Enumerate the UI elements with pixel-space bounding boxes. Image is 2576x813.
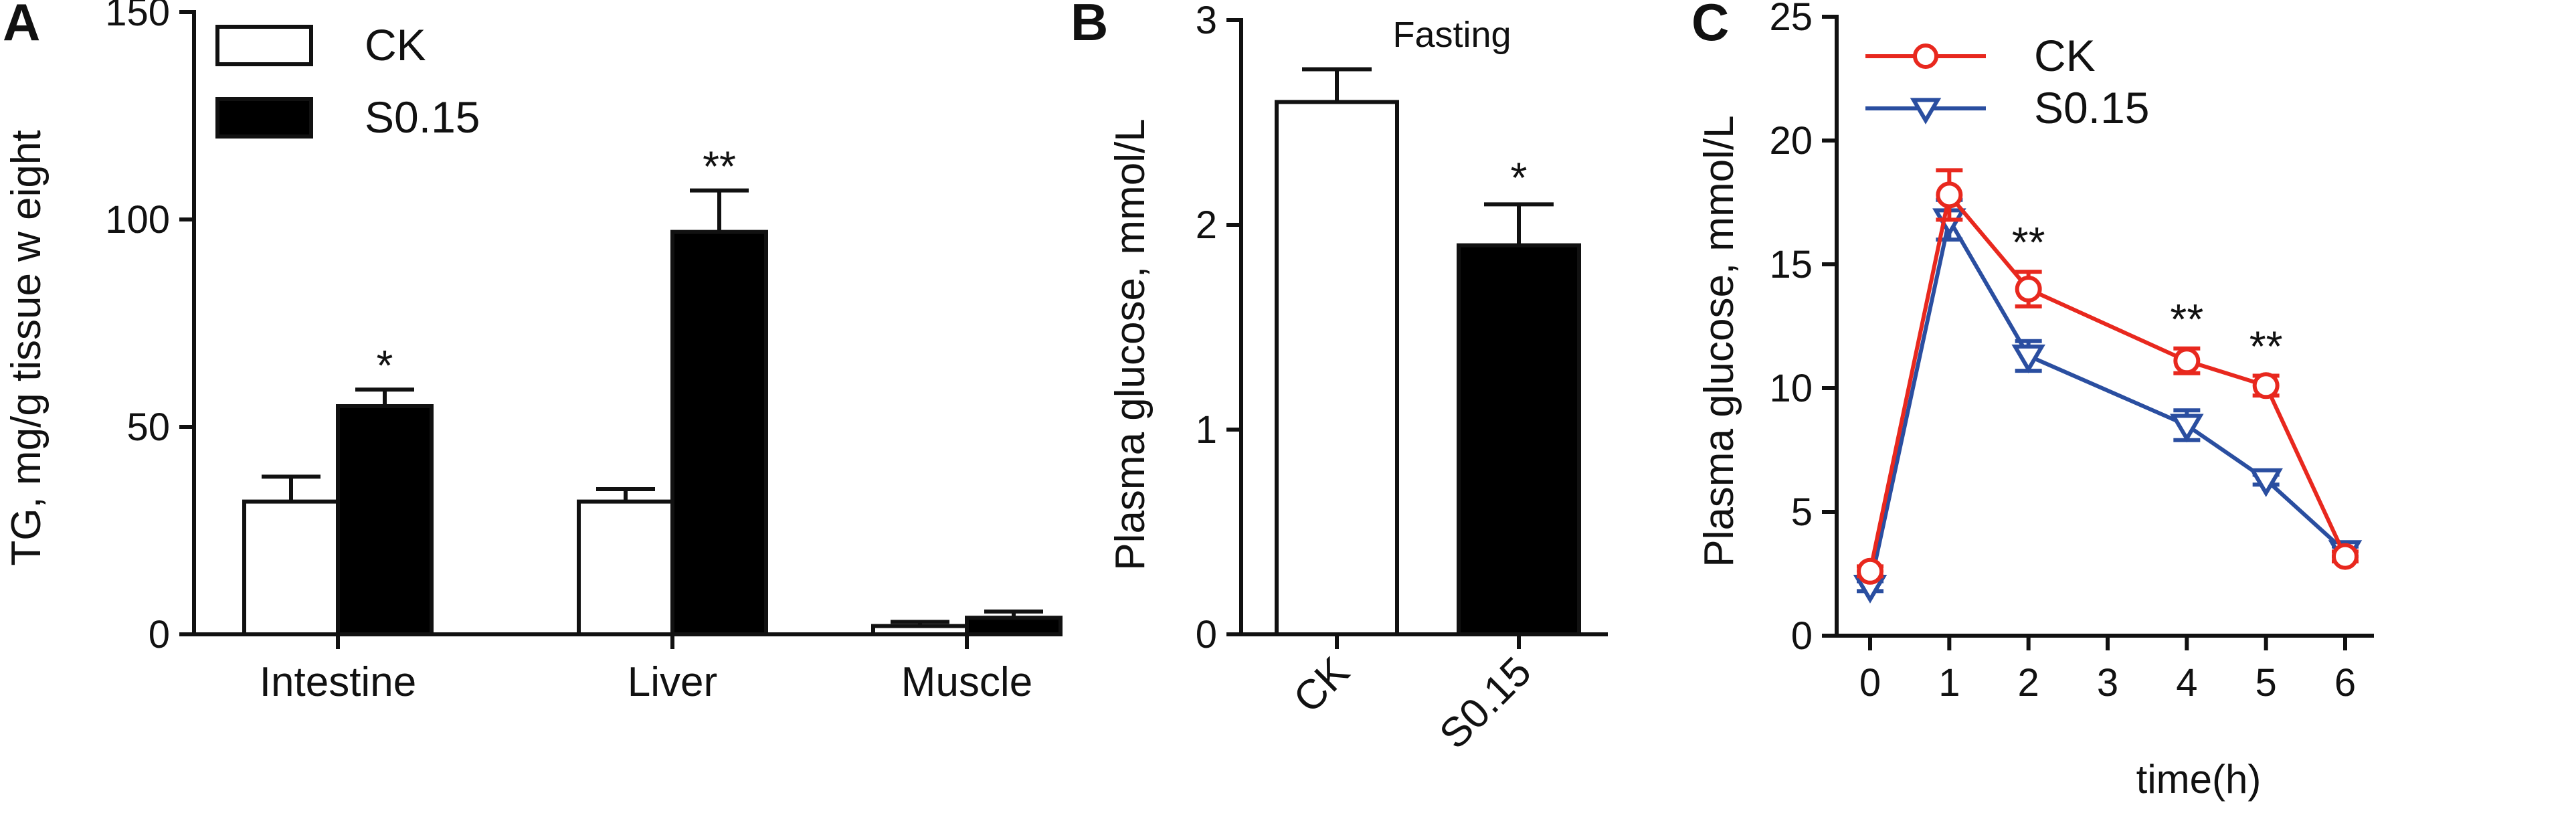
panel-letter-a: A: [3, 0, 40, 52]
panel-c-x-tick-label: 5: [2256, 661, 2277, 705]
panel-c-x-axis-label: time(h): [2136, 757, 2262, 802]
panel-a: A TG, mg/g tissue w eight 0 50 100 150 Intes…: [3, 0, 1063, 705]
panel-c-point-ck: [1857, 557, 1883, 585]
panel-c-y-tick-label: 25: [1769, 0, 1813, 39]
panel-c-point-s015: [2249, 468, 2283, 497]
panel-a-legend-swatch: [215, 97, 313, 139]
panel-a-significance: **: [703, 143, 736, 191]
panel-c-y-axis-label: Plasma glucose, mmol/L: [1696, 115, 1742, 567]
panel-a-y-tick-label: 150: [105, 0, 170, 34]
panel-c-point-ck: [1936, 181, 1963, 209]
panel-c-point-ck: [2252, 372, 2280, 399]
panel-letter-c: C: [1691, 0, 1729, 52]
panel-c-significance: **: [2012, 218, 2045, 266]
panel-a-bar-ck-liver: [577, 499, 674, 636]
panel-a-y-tick-label: 50: [126, 405, 170, 449]
panel-c-y-tick-label: 10: [1769, 367, 1813, 410]
panel-a-significance: *: [377, 341, 393, 389]
panel-c-y-tick-label: 15: [1769, 243, 1813, 286]
panel-a-bar-ck-muscle: [871, 624, 969, 636]
panel-a-y-tick-label: 0: [149, 613, 170, 656]
panel-a-category-label: Intestine: [260, 659, 416, 705]
panel-b-y-axis-label: Plasma glucose, mmol/L: [1107, 118, 1154, 570]
panel-b-significance: *: [1511, 153, 1528, 201]
panel-b-category-label: CK: [1285, 648, 1358, 722]
panel-c-line-s015: [1868, 214, 2347, 587]
panel-c-legend-marker-ck: [1913, 43, 1938, 69]
panel-c: C Plasma glucose, mmol/L time(h) 0510152…: [1691, 0, 2374, 802]
panel-c-significance: **: [2170, 295, 2203, 343]
panel-c-x-tick-label: 3: [2097, 661, 2118, 705]
panel-c-x-tick-label: 2: [2018, 661, 2039, 705]
panel-b-title: Fasting: [1392, 15, 1511, 55]
panel-b-y-tick-label: 0: [1196, 613, 1217, 656]
panel-c-point-s015: [2170, 414, 2204, 443]
panel-b-y-tick-label: 1: [1196, 408, 1217, 452]
panel-c-x-tick-label: 1: [1938, 661, 1960, 705]
panel-c-x-tick-label: 6: [2334, 661, 2356, 705]
panel-c-point-ck: [2173, 347, 2201, 375]
panel-c-significance: **: [2249, 323, 2283, 371]
panel-a-legend-swatch: [215, 25, 313, 66]
panel-letter-b: B: [1071, 0, 1108, 52]
panel-a-legend-label: CK: [365, 20, 426, 70]
panel-a-bar-s015-intestine: [336, 404, 434, 636]
panel-c-x-tick-label: 4: [2176, 661, 2197, 705]
panel-c-point-ck: [2332, 543, 2359, 570]
panel-c-point-ck: [2015, 276, 2042, 302]
panel-c-point-s015: [2011, 344, 2045, 373]
panel-c-line-ck: [1868, 190, 2347, 572]
panel-c-legend-marker-s015: [1910, 98, 1942, 124]
panel-c-y-tick-label: 0: [1791, 614, 1813, 658]
panel-c-y-tick-label: 20: [1769, 119, 1813, 163]
panel-a-category-label: Muscle: [901, 659, 1032, 705]
panel-b: B Plasma glucose, mmol/L Fasting 0 1 2 3 CK S…: [1071, 0, 1608, 757]
panel-a-legend-label: S0.15: [365, 92, 480, 142]
panel-b-y-tick-label: 3: [1196, 0, 1217, 42]
panel-b-bar-s015: [1457, 243, 1581, 637]
panel-b-bar-ck: [1275, 100, 1399, 636]
panel-c-legend-label: S0.15: [2034, 83, 2149, 132]
panel-a-bar-ck-intestine: [242, 499, 340, 636]
panel-b-y-tick-label: 2: [1196, 203, 1217, 247]
panel-a-y-tick-label: 100: [105, 198, 170, 242]
panel-a-bar-s015-muscle: [965, 616, 1063, 637]
panel-c-legend-label: CK: [2034, 31, 2096, 80]
panel-b-category-label: S0.15: [1431, 648, 1540, 757]
panel-c-x-tick-label: 0: [1859, 661, 1881, 705]
panel-a-bar-s015-liver: [670, 230, 768, 637]
panel-a-y-axis-label: TG, mg/g tissue w eight: [3, 130, 50, 565]
panel-a-category-label: Liver: [628, 659, 717, 705]
panel-c-y-tick-label: 5: [1791, 490, 1813, 534]
